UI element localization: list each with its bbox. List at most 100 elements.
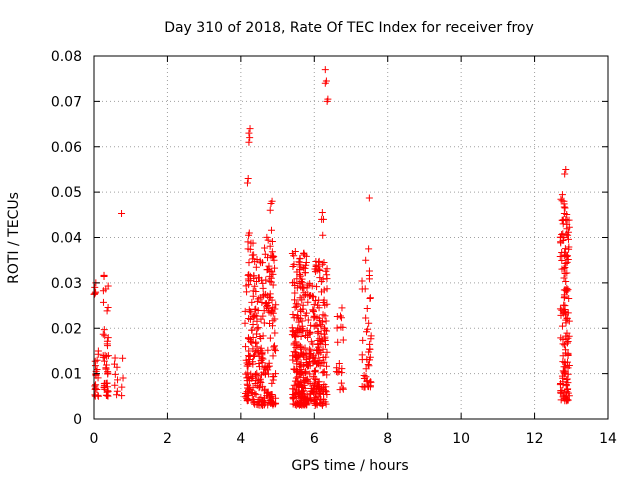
data-point — [303, 391, 311, 399]
data-point — [561, 358, 569, 366]
data-point — [358, 285, 366, 293]
data-point — [243, 288, 251, 296]
data-point — [293, 275, 301, 283]
data-point — [362, 256, 370, 264]
data-point — [560, 301, 568, 309]
data-point — [315, 350, 323, 358]
data-point — [565, 295, 573, 303]
data-point — [364, 382, 372, 390]
data-point — [319, 260, 327, 268]
data-point — [268, 392, 276, 400]
data-point — [560, 265, 568, 273]
data-point — [309, 293, 317, 301]
data-point — [260, 307, 268, 315]
data-point — [242, 343, 250, 351]
data-point — [363, 305, 371, 313]
y-tick-label: 0.08 — [51, 49, 82, 65]
data-point — [259, 312, 267, 320]
data-point — [111, 370, 119, 378]
data-point — [314, 337, 322, 345]
data-point — [556, 305, 564, 313]
data-point — [310, 301, 318, 309]
data-point — [264, 388, 272, 396]
data-point — [257, 344, 265, 352]
data-point — [102, 365, 110, 373]
data-point — [291, 281, 299, 289]
data-point — [306, 280, 314, 288]
data-point — [292, 400, 300, 408]
data-point — [304, 395, 312, 403]
data-point — [301, 344, 309, 352]
data-point — [338, 304, 346, 312]
data-point — [111, 354, 119, 362]
data-point — [322, 383, 330, 391]
data-point — [101, 332, 109, 340]
data-point — [312, 390, 320, 398]
data-point — [245, 314, 253, 322]
data-point — [313, 314, 321, 322]
data-point — [268, 379, 276, 387]
x-tick-label: 10 — [452, 431, 470, 447]
data-point — [305, 330, 313, 338]
data-point — [249, 292, 257, 300]
data-point — [322, 77, 330, 85]
data-point — [104, 369, 112, 377]
data-point — [271, 264, 279, 272]
points-layer — [90, 66, 573, 409]
data-point — [315, 296, 323, 304]
data-point — [255, 376, 263, 384]
data-point — [321, 326, 329, 334]
data-point — [245, 259, 253, 267]
data-point — [563, 314, 571, 322]
data-point — [561, 310, 569, 318]
x-tick-labels: 0 2 4 6 8 10 12 14 — [90, 431, 617, 447]
data-point — [311, 394, 319, 402]
data-point — [268, 268, 276, 276]
data-point — [257, 315, 265, 323]
data-point — [366, 294, 374, 302]
grid-layer — [94, 56, 608, 419]
data-point — [562, 382, 570, 390]
data-point — [252, 305, 260, 313]
data-point — [560, 234, 568, 241]
data-point — [266, 396, 274, 404]
data-point — [253, 297, 261, 305]
data-point — [337, 379, 345, 387]
data-point — [560, 274, 568, 282]
data-point — [557, 311, 565, 319]
data-point — [288, 249, 296, 257]
data-point — [304, 298, 312, 306]
data-point — [312, 354, 320, 362]
y-tick-label: 0.03 — [51, 276, 82, 292]
data-point — [562, 165, 570, 173]
data-point — [564, 309, 572, 317]
data-point — [245, 347, 253, 355]
data-point — [255, 363, 263, 371]
data-point — [259, 397, 267, 405]
data-point — [249, 384, 257, 392]
data-point — [560, 294, 568, 302]
data-point — [315, 360, 323, 368]
data-point — [561, 204, 569, 212]
data-point — [245, 229, 253, 237]
data-point — [296, 371, 304, 379]
data-point — [295, 266, 303, 274]
data-point — [249, 358, 257, 366]
data-point — [264, 254, 272, 262]
data-point — [323, 362, 331, 370]
data-point — [315, 389, 323, 397]
data-point — [564, 228, 572, 236]
data-point — [296, 315, 304, 323]
data-point — [91, 283, 99, 291]
data-point — [291, 332, 299, 340]
data-point — [264, 346, 272, 354]
data-point — [307, 396, 315, 404]
data-point — [118, 383, 126, 391]
data-point — [306, 390, 314, 398]
data-point — [365, 267, 373, 275]
data-point — [266, 206, 274, 214]
data-point — [564, 334, 572, 342]
data-point — [291, 303, 299, 311]
data-point — [317, 288, 325, 296]
data-point — [317, 277, 325, 285]
